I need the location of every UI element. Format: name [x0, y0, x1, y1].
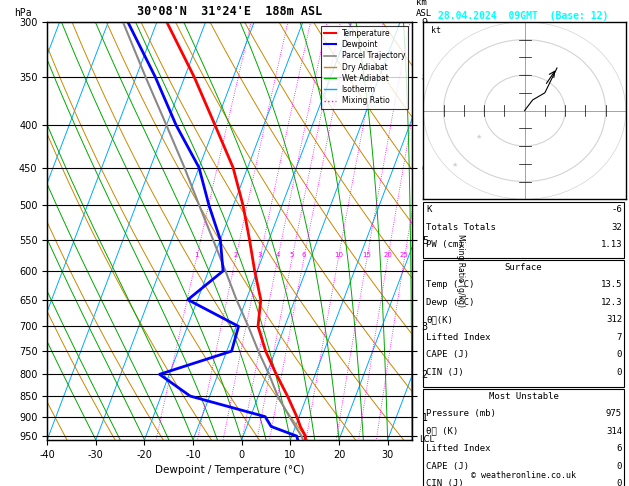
Text: 312: 312 — [606, 315, 622, 325]
Text: © weatheronline.co.uk: © weatheronline.co.uk — [471, 471, 576, 480]
Text: ★: ★ — [452, 162, 458, 168]
Text: 1.13: 1.13 — [601, 240, 622, 249]
Text: 30°08'N  31°24'E  188m ASL: 30°08'N 31°24'E 188m ASL — [137, 5, 322, 17]
Text: LCL: LCL — [420, 435, 435, 444]
X-axis label: Dewpoint / Temperature (°C): Dewpoint / Temperature (°C) — [155, 465, 304, 475]
Text: 1: 1 — [194, 252, 199, 258]
Text: 314: 314 — [606, 427, 622, 436]
Text: 7: 7 — [616, 333, 622, 342]
Text: Dewp (°C): Dewp (°C) — [426, 298, 475, 307]
Text: Temp (°C): Temp (°C) — [426, 280, 475, 290]
Text: 6: 6 — [616, 444, 622, 453]
Legend: Temperature, Dewpoint, Parcel Trajectory, Dry Adiabat, Wet Adiabat, Isotherm, Mi: Temperature, Dewpoint, Parcel Trajectory… — [321, 26, 408, 108]
Text: 13.5: 13.5 — [601, 280, 622, 290]
Text: 2: 2 — [233, 252, 238, 258]
Text: 0: 0 — [616, 368, 622, 377]
Text: PW (cm): PW (cm) — [426, 240, 464, 249]
Text: 5: 5 — [290, 252, 294, 258]
Text: CIN (J): CIN (J) — [426, 479, 464, 486]
Text: θᴄ(K): θᴄ(K) — [426, 315, 454, 325]
Text: 0: 0 — [616, 479, 622, 486]
Text: Most Unstable: Most Unstable — [489, 392, 559, 401]
Text: 6: 6 — [301, 252, 306, 258]
Text: CAPE (J): CAPE (J) — [426, 462, 469, 471]
Text: CIN (J): CIN (J) — [426, 368, 464, 377]
Text: 4: 4 — [276, 252, 280, 258]
Text: K: K — [426, 205, 432, 214]
Text: 0: 0 — [616, 462, 622, 471]
Text: 10: 10 — [334, 252, 343, 258]
Text: θᴄ (K): θᴄ (K) — [426, 427, 459, 436]
Text: CAPE (J): CAPE (J) — [426, 350, 469, 360]
Text: 975: 975 — [606, 409, 622, 418]
Text: km
ASL: km ASL — [416, 0, 431, 17]
Text: 12.3: 12.3 — [601, 298, 622, 307]
Text: hPa: hPa — [14, 8, 32, 17]
Text: Totals Totals: Totals Totals — [426, 223, 496, 232]
Text: ★: ★ — [476, 134, 482, 140]
Text: 32: 32 — [611, 223, 622, 232]
Text: 25: 25 — [400, 252, 409, 258]
Text: Pressure (mb): Pressure (mb) — [426, 409, 496, 418]
Text: 0: 0 — [616, 350, 622, 360]
Text: Surface: Surface — [505, 263, 542, 272]
Text: -6: -6 — [611, 205, 622, 214]
Text: kt: kt — [431, 25, 442, 35]
Text: 20: 20 — [383, 252, 392, 258]
Text: 15: 15 — [362, 252, 371, 258]
Text: 28.04.2024  09GMT  (Base: 12): 28.04.2024 09GMT (Base: 12) — [438, 11, 608, 21]
Text: 3: 3 — [258, 252, 262, 258]
Text: Lifted Index: Lifted Index — [426, 444, 491, 453]
Text: Mixing Ratio (g/kg): Mixing Ratio (g/kg) — [456, 234, 465, 308]
Text: Lifted Index: Lifted Index — [426, 333, 491, 342]
